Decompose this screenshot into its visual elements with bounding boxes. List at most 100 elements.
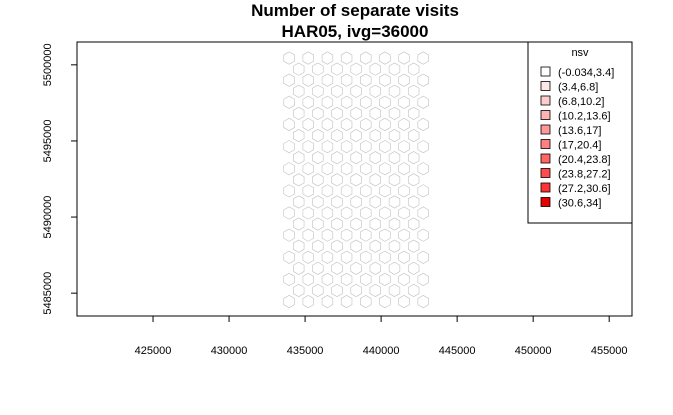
chart-title-line1: Number of separate visits <box>251 1 459 20</box>
x-tick-label: 450000 <box>515 345 552 357</box>
hex-cell <box>283 140 295 154</box>
y-tick-label: 5500000 <box>42 43 54 86</box>
hex-cell <box>283 117 295 132</box>
hex-cell <box>283 228 295 242</box>
hex-cell <box>388 151 401 165</box>
hex-cell <box>417 117 429 132</box>
hex-cell <box>407 106 420 120</box>
hex-cell <box>302 140 314 154</box>
x-tick-label: 435000 <box>287 345 324 357</box>
legend-swatch <box>540 124 551 135</box>
y-axis: 5485000 5490000 5495000 5500000 <box>42 43 78 315</box>
hex-cell <box>360 228 372 242</box>
hex-cell <box>407 283 420 298</box>
legend-swatch <box>540 139 551 149</box>
hex-cell <box>293 62 305 76</box>
x-axis: 425000 430000 435000 440000 445000 450000 4550… <box>135 315 628 357</box>
hex-cell <box>302 73 314 87</box>
hex-cell <box>331 128 343 143</box>
hex-cell <box>302 250 314 264</box>
hex-cell <box>398 272 410 286</box>
hex-cell <box>321 294 334 309</box>
hex-cell <box>321 73 334 87</box>
hex-cell <box>407 217 420 231</box>
hex-cell <box>302 228 314 242</box>
hex-cell <box>417 250 429 264</box>
hex-grid <box>283 51 429 309</box>
legend-swatch <box>540 153 551 164</box>
hex-cell <box>312 62 324 76</box>
hex-cell <box>312 106 324 120</box>
hex-cell <box>312 173 324 187</box>
hex-cell <box>331 173 343 187</box>
hex-cell <box>293 195 305 209</box>
legend-swatch <box>540 168 551 178</box>
hex-cell <box>398 184 410 198</box>
hex-cell <box>388 261 401 275</box>
hex-cell <box>417 228 429 242</box>
hex-cell <box>388 283 401 298</box>
hex-cell <box>379 228 391 242</box>
hex-cell <box>388 106 401 120</box>
legend-label: (17,20.4] <box>558 140 601 152</box>
hex-cell <box>340 73 353 87</box>
hex-cell <box>321 117 334 132</box>
legend-label: (10.2,13.6] <box>558 111 611 123</box>
hex-cell <box>417 272 429 286</box>
legend-swatch <box>540 81 551 91</box>
hex-cell <box>360 162 372 176</box>
hex-cell <box>340 140 353 154</box>
hex-cell <box>360 294 372 309</box>
legend-label: (-0.034,3.4] <box>558 67 614 79</box>
hex-cell <box>417 51 429 65</box>
hex-cell <box>302 95 314 109</box>
hex-cell <box>350 128 362 143</box>
hex-cell <box>398 228 410 242</box>
hex-cell <box>283 206 295 220</box>
hex-cell <box>302 184 314 198</box>
hex-cell <box>398 51 410 65</box>
hex-cell <box>417 184 429 198</box>
hex-cell <box>417 140 429 154</box>
hex-cell <box>388 128 401 143</box>
hex-cell <box>398 73 410 87</box>
legend-swatch <box>540 110 551 120</box>
hex-cell <box>340 162 353 176</box>
legend-label: (13.6,17] <box>558 125 601 137</box>
hex-cell <box>312 84 324 98</box>
legend-swatch <box>540 182 551 193</box>
hex-cell <box>340 51 353 65</box>
hex-cell <box>407 195 420 209</box>
hex-cell <box>398 294 410 309</box>
hex-cell <box>331 217 343 231</box>
hex-cell <box>379 51 391 65</box>
legend: nsv (-0.034,3.4] (3.4,6.8] (6.8,10.2] (10.2… <box>527 41 633 224</box>
hex-cell <box>379 250 391 264</box>
y-tick-label: 5485000 <box>42 272 54 315</box>
hex-cell <box>350 151 362 165</box>
hex-cell <box>350 173 362 187</box>
hex-cell <box>360 117 372 132</box>
hex-cell <box>369 195 381 209</box>
hex-cell <box>407 151 420 165</box>
hex-cell <box>350 283 362 298</box>
hex-cell <box>388 217 401 231</box>
hex-cell <box>369 173 381 187</box>
hex-cell <box>369 283 381 298</box>
legend-label: (23.8,27.2] <box>558 169 611 181</box>
hex-cell <box>312 195 324 209</box>
hex-cell <box>340 294 353 309</box>
hex-cell <box>331 106 343 120</box>
hex-cell <box>350 62 362 76</box>
hex-cell <box>340 184 353 198</box>
hex-cell <box>340 272 353 286</box>
hex-cell <box>369 106 381 120</box>
hex-cell <box>379 184 391 198</box>
hex-cell <box>417 206 429 220</box>
hex-cell <box>340 250 353 264</box>
hex-cell <box>350 261 362 275</box>
hex-cell <box>331 261 343 275</box>
hex-cell <box>388 62 401 76</box>
hex-cell <box>350 106 362 120</box>
hex-cell <box>331 62 343 76</box>
